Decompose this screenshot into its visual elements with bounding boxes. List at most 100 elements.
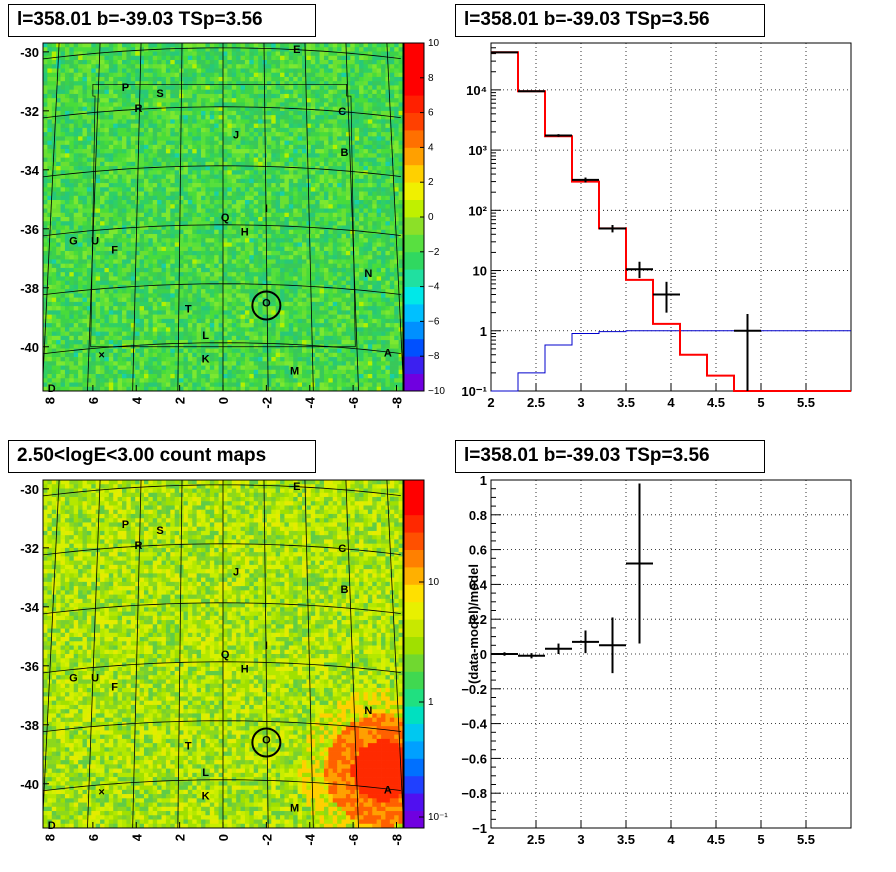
map-pixel	[60, 340, 66, 345]
map-pixel	[82, 136, 88, 141]
map-pixel	[187, 140, 193, 146]
map-pixel	[266, 144, 272, 150]
map-pixel	[73, 119, 79, 124]
map-pixel	[284, 331, 290, 337]
map-pixel	[60, 127, 66, 133]
map-pixel	[174, 327, 180, 332]
map-pixel	[262, 178, 268, 184]
map-pixel	[201, 200, 206, 205]
map-pixel	[69, 259, 75, 265]
map-pixel	[244, 259, 250, 265]
map-pixel	[135, 212, 140, 218]
map-pixel	[179, 369, 184, 375]
map-pixel	[43, 98, 48, 103]
map-pixel	[284, 374, 290, 379]
map-pixel	[108, 132, 114, 137]
map-pixel	[249, 314, 255, 320]
map-pixel	[179, 195, 184, 201]
map-pixel	[271, 242, 277, 248]
map-pixel	[78, 335, 83, 341]
map-pixel	[253, 242, 259, 248]
map-pixel	[214, 297, 219, 303]
map-pixel	[271, 369, 277, 375]
map-pixel	[104, 284, 110, 290]
map-pixel	[201, 43, 206, 48]
map-pixel	[306, 263, 312, 269]
map-pixel	[143, 93, 149, 99]
map-pixel	[209, 301, 215, 307]
map-pixel	[262, 183, 268, 188]
map-pixel	[218, 195, 224, 201]
map-pixel	[78, 280, 83, 286]
map-pixel	[227, 259, 233, 265]
map-pixel	[209, 255, 215, 260]
map-pixel	[249, 123, 255, 129]
map-pixel	[148, 55, 154, 61]
map-pixel	[95, 166, 101, 171]
map-pixel	[258, 331, 263, 337]
map-pixel	[78, 200, 83, 205]
map-pixel	[170, 382, 176, 388]
map-pixel	[271, 106, 277, 112]
map-pixel	[205, 289, 211, 294]
map-pixel	[249, 191, 255, 197]
map-pixel	[214, 259, 219, 265]
map-pixel	[126, 382, 132, 388]
map-pixel	[209, 217, 215, 222]
map-pixel	[78, 187, 83, 192]
map-pixel	[218, 166, 224, 171]
map-pixel	[148, 259, 154, 265]
map-pixel	[183, 85, 189, 91]
map-pixel	[201, 352, 206, 358]
map-pixel	[297, 365, 303, 371]
map-pixel	[157, 229, 162, 235]
map-pixel	[187, 55, 193, 61]
map-pixel	[223, 276, 228, 281]
map-pixel	[157, 263, 162, 269]
map-pixel	[78, 331, 83, 337]
map-pixel	[113, 284, 118, 290]
map-pixel	[218, 250, 224, 256]
map-pixel	[174, 382, 180, 388]
map-pixel	[192, 166, 198, 171]
map-pixel	[47, 174, 53, 180]
map-pixel	[302, 369, 307, 375]
map-pixel	[69, 51, 75, 57]
map-pixel	[126, 119, 132, 124]
map-pixel	[126, 233, 132, 239]
map-pixel	[47, 280, 53, 286]
map-pixel	[236, 89, 241, 95]
map-pixel	[236, 314, 241, 320]
map-pixel	[227, 161, 233, 167]
map-pixel	[262, 187, 268, 192]
map-pixel	[143, 365, 149, 371]
map-pixel	[302, 314, 307, 320]
map-pixel	[100, 119, 105, 124]
map-pixel	[179, 310, 184, 315]
map-pixel	[157, 68, 162, 74]
map-pixel	[78, 238, 83, 243]
map-pixel	[306, 306, 312, 311]
map-pixel	[183, 81, 189, 86]
map-pixel	[284, 76, 290, 82]
map-pixel	[139, 115, 145, 120]
map-pixel	[143, 301, 149, 307]
map-pixel	[280, 153, 285, 158]
map-pixel	[244, 102, 250, 107]
map-pixel	[187, 361, 193, 366]
map-pixel	[196, 318, 202, 324]
map-pixel	[258, 293, 263, 298]
map-pixel	[95, 289, 101, 294]
map-pixel	[205, 43, 211, 48]
map-pixel	[179, 170, 184, 175]
map-pixel	[82, 344, 88, 349]
map-pixel	[161, 208, 167, 214]
map-pixel	[179, 43, 184, 48]
map-pixel	[108, 352, 114, 358]
map-pixel	[108, 365, 114, 371]
map-pixel	[231, 55, 237, 61]
map-pixel	[302, 149, 307, 154]
map-pixel	[271, 327, 277, 332]
map-pixel	[275, 293, 281, 298]
map-pixel	[240, 119, 246, 124]
